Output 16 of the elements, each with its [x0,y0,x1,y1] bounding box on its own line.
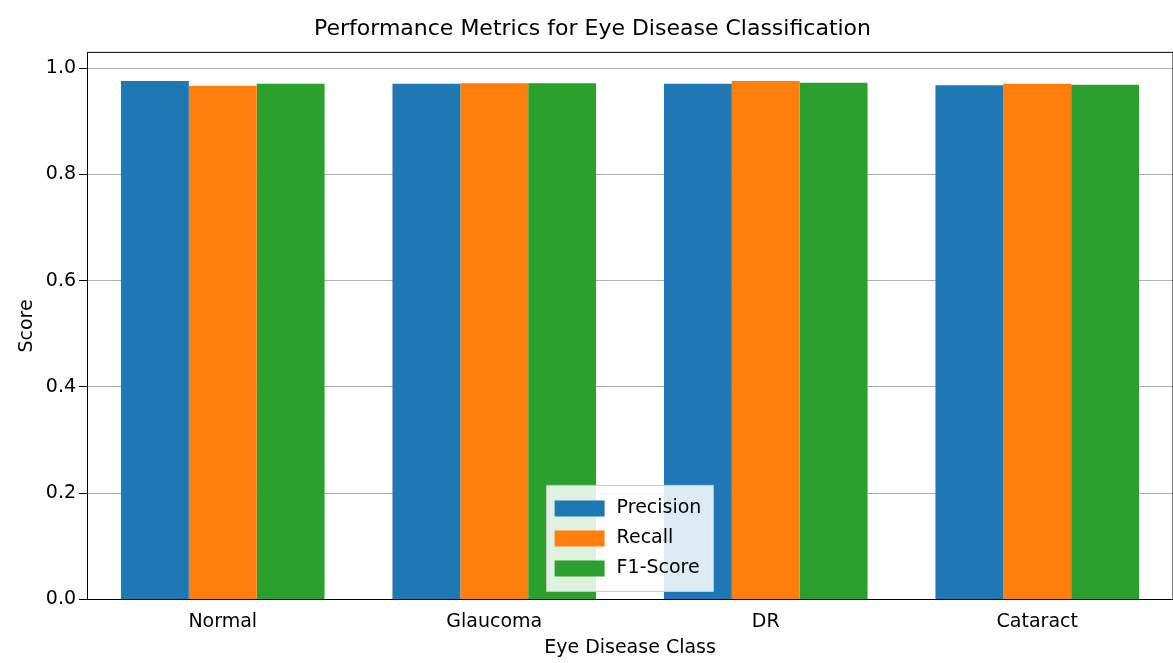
y-axis-title: Score [14,299,37,353]
chart-title: Performance Metrics for Eye Disease Classification [313,14,872,40]
legend-label: F1-Score [616,555,700,578]
x-tick-label: Glaucoma [446,608,543,631]
y-tick-label: 0.2 [45,480,77,503]
x-axis-title: Eye Disease Class [544,634,716,657]
y-tick-label: 0.6 [45,267,77,290]
y-tick-label: 1.0 [45,55,77,78]
y-tick-label: 0.4 [45,373,77,396]
y-tick-label: 0.8 [45,161,77,184]
x-tick-label: Cataract [996,608,1078,631]
x-tick-label: DR [751,608,780,631]
x-tick-label: Normal [188,608,258,631]
y-tick-label: 0.0 [45,586,77,609]
legend-label: Precision [616,495,702,518]
legend-label: Recall [616,525,674,548]
